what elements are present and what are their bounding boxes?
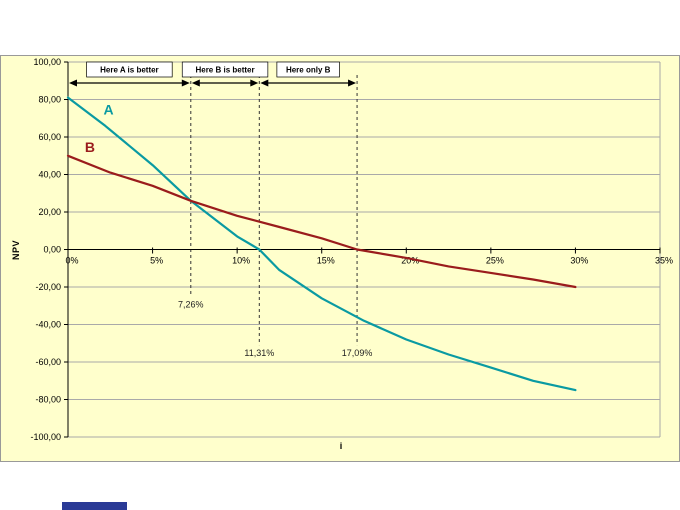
- annotation-box: [86, 61, 173, 78]
- y-tick-label: -20,00: [35, 282, 61, 292]
- series-B-label: B: [85, 139, 95, 155]
- y-tick-label: 40,00: [38, 170, 61, 180]
- x-tick-label: 20%: [401, 256, 419, 266]
- x-tick-label: 15%: [317, 256, 335, 266]
- x-tick-label: 5%: [150, 256, 163, 266]
- y-tick-label: 100,00: [33, 57, 61, 67]
- arrowhead-left: [191, 79, 200, 87]
- y-tick-label: 0,00: [43, 245, 61, 255]
- window-fragment: [62, 502, 127, 510]
- y-tick-label: -100,00: [30, 432, 61, 442]
- y-tick-label: -60,00: [35, 357, 61, 367]
- marker-label: 7,26%: [178, 299, 204, 309]
- y-axis-title: NPV: [11, 239, 21, 261]
- arrowhead-right: [181, 79, 190, 87]
- series-B-line: [66, 154, 577, 289]
- marker-label: 11,31%: [244, 348, 274, 358]
- x-tick-label: 0%: [65, 256, 78, 266]
- y-tick-label: -80,00: [35, 395, 61, 405]
- marker-label: 17,09%: [342, 348, 373, 358]
- arrowhead-left: [260, 79, 269, 87]
- annotations: Here A is better Here B is better Here onl…: [69, 61, 357, 87]
- series-A-line: [66, 96, 577, 392]
- chart-background: [0, 55, 680, 462]
- annotation-label: Here only B: [286, 66, 331, 75]
- x-tick-label: 35%: [655, 256, 673, 266]
- annotation-label: Here B is better: [195, 66, 254, 75]
- y-tick-label: -40,00: [35, 320, 61, 330]
- annotation-box: [181, 61, 269, 78]
- x-axis-title: i: [339, 441, 343, 451]
- arrowhead-right: [348, 79, 357, 87]
- annotation-box: [276, 61, 340, 78]
- arrowhead-left: [69, 79, 77, 87]
- y-tick-label: 80,00: [38, 95, 61, 105]
- x-tick-label: 25%: [486, 256, 504, 266]
- x-tick-label: 10%: [232, 256, 250, 266]
- series-A-label: A: [104, 102, 114, 118]
- y-tick-label: 20,00: [38, 207, 61, 217]
- annotation-label: Here A is better: [100, 66, 159, 75]
- x-tick-label: 30%: [570, 256, 588, 266]
- y-tick-label: 60,00: [38, 132, 61, 142]
- x-tick-labels: 0% 5% 10% 15% 20% 25% 30% 35%: [65, 247, 673, 266]
- crossover-markers: 7,26% 11,31% 17,09%: [178, 75, 372, 358]
- y-tick-labels: 100,00 80,00 60,00 40,00 20,00 0,00 -20,00 -40,…: [30, 57, 68, 442]
- arrowhead-right: [250, 79, 259, 87]
